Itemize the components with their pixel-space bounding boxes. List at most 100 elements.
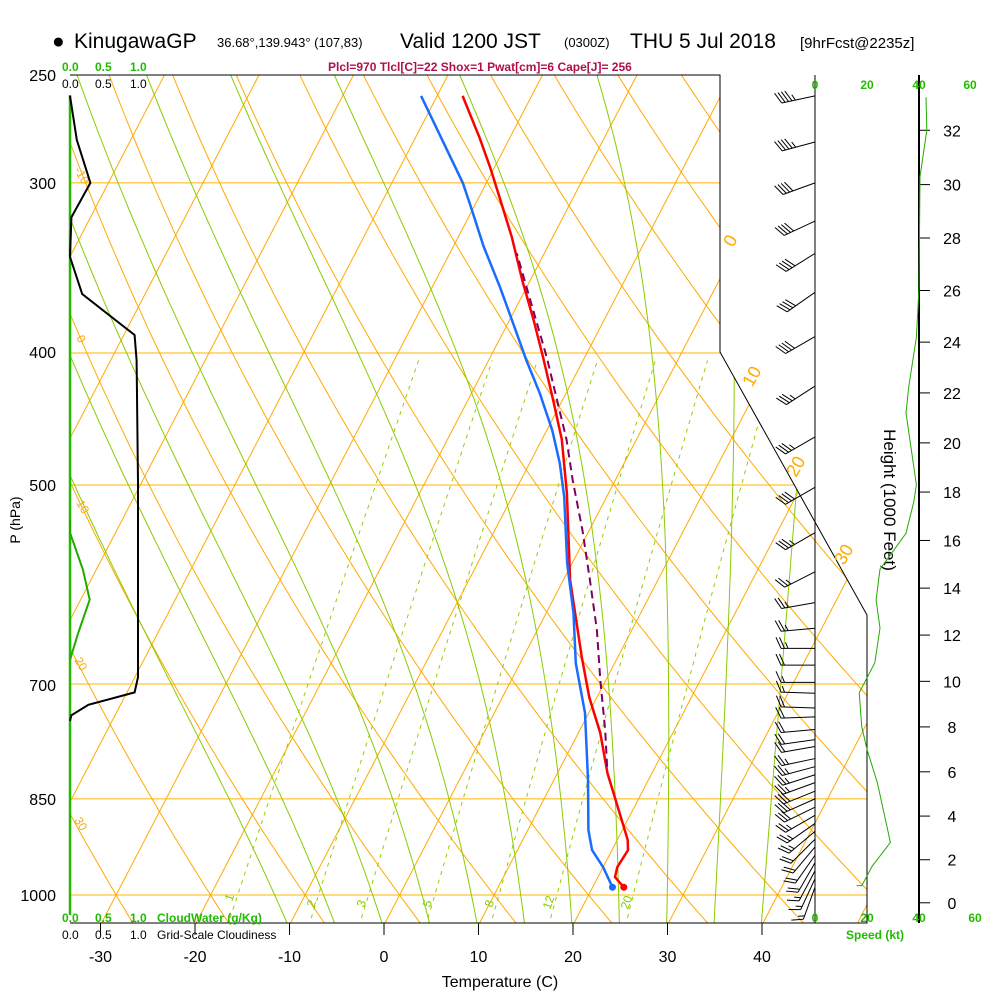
wind-barb-feather xyxy=(776,305,788,313)
pressure-tick-label: 850 xyxy=(29,792,56,809)
skewt-background-grid xyxy=(70,75,867,923)
dry-adiabat-line xyxy=(70,75,520,923)
wind-barb xyxy=(776,385,816,406)
wind-barb-feather xyxy=(774,733,782,745)
speed-tick-label: 20 xyxy=(860,911,874,925)
wind-barb xyxy=(786,870,816,902)
pressure-tick-label: 500 xyxy=(29,478,56,495)
wind-barb-feather xyxy=(775,707,782,719)
wind-barb-feather xyxy=(777,184,787,194)
wind-barb-feather xyxy=(781,443,792,451)
wind-barb xyxy=(774,597,816,610)
wind-barb-feather xyxy=(774,92,783,104)
parcel-profile-line xyxy=(515,253,609,767)
mixing-ratio-label: 20 xyxy=(618,893,636,911)
wind-barb xyxy=(775,637,815,649)
wind-barb xyxy=(774,782,816,795)
wind-barb-half-feather xyxy=(788,845,795,850)
wind-barb xyxy=(774,774,816,786)
wind-barb-staff xyxy=(786,385,816,406)
moist-adiabat-line xyxy=(459,75,620,923)
wind-barb-staff xyxy=(783,798,816,814)
wind-barb-half-feather xyxy=(789,394,796,400)
isotherm-line xyxy=(70,75,260,923)
wind-barb-feather xyxy=(781,869,794,874)
dry-adiabat-line xyxy=(167,75,712,923)
wind-barb-feather xyxy=(777,812,788,821)
moist-adiabat-line xyxy=(70,75,337,923)
mixing-ratio-line xyxy=(489,360,656,923)
moist-adiabat-line xyxy=(333,75,573,923)
wind-barb-feather xyxy=(777,140,786,151)
temperature-axis: Temperature (C) -30 -20 -10 0 10 20 30 40 xyxy=(89,923,771,991)
wind-barb-half-feather xyxy=(791,94,796,101)
wind-barb-feather xyxy=(779,653,785,666)
wind-barb xyxy=(774,764,816,776)
mixing-ratio-label: 8 xyxy=(482,898,498,909)
wind-barb-staff xyxy=(782,774,816,786)
speed-tick-label: 40 xyxy=(912,911,926,925)
wind-barb-staff xyxy=(782,182,816,195)
wind-barb xyxy=(774,571,816,588)
wind-barb-staff xyxy=(781,706,816,709)
wind-barb-feather xyxy=(774,227,785,236)
wind-barb-feather xyxy=(777,802,788,812)
speed-tick-label: 60 xyxy=(963,78,977,92)
cloudwater-line xyxy=(69,519,91,661)
pressure-tick-label: 1000 xyxy=(20,888,56,905)
isotherm-line xyxy=(70,75,165,923)
wind-barb-feather xyxy=(784,491,795,500)
temperature-tick-label: -20 xyxy=(183,949,206,966)
wind-barb-feather xyxy=(781,91,789,102)
moist-adiabat-line xyxy=(230,75,526,923)
wind-barb-feather xyxy=(778,540,789,549)
mixing-ratio-line xyxy=(308,360,493,923)
height-tick-label: 24 xyxy=(943,335,961,352)
dry-adiabat-line xyxy=(356,75,867,923)
wind-barb-feather xyxy=(780,845,792,852)
wind-barb-staff xyxy=(784,571,816,588)
wind-barb-staff xyxy=(782,766,816,776)
height-tick-label: 26 xyxy=(943,284,961,301)
wind-barb xyxy=(775,671,815,683)
wind-barb-feather xyxy=(781,810,792,820)
wind-barb-feather xyxy=(783,866,796,871)
height-tick-label: 32 xyxy=(943,123,961,140)
height-tick-label: 12 xyxy=(943,628,961,645)
isotherm-line xyxy=(99,75,543,923)
wind-barb-feather xyxy=(778,344,789,353)
wind-barb-feather xyxy=(779,637,785,649)
dry-adiabat-label: 20 xyxy=(71,655,90,674)
wind-barb-feather xyxy=(775,264,787,272)
wind-barb xyxy=(775,336,816,354)
wind-barb xyxy=(774,798,816,814)
wind-barb-half-feather xyxy=(786,824,792,830)
cloudwater-scale-label: 0.5 xyxy=(95,911,112,925)
wind-barb-half-feather xyxy=(781,676,785,683)
wind-barb-feather xyxy=(778,706,785,719)
wind-barb-staff xyxy=(786,291,816,313)
wind-barb-feather xyxy=(778,823,789,831)
dry-adiabat-line xyxy=(70,75,136,923)
wind-barb-feather xyxy=(774,721,782,733)
isotherm-line xyxy=(855,75,867,923)
wind-barb-feather xyxy=(780,801,791,811)
moist-adiabat-line xyxy=(70,75,290,923)
wind-barb-half-feather xyxy=(789,540,795,545)
wind-barb-staff xyxy=(790,838,816,864)
cloudiness-scale-label: 1.0 xyxy=(130,77,147,91)
height-axis-title: Height (1000 Feet) xyxy=(880,429,899,571)
wind-barb-feather xyxy=(780,183,790,193)
wind-barbs xyxy=(774,90,816,921)
wind-barb-feather xyxy=(777,597,786,609)
wind-barb-feather xyxy=(784,340,795,349)
wind-barb-staff xyxy=(781,729,816,734)
isotherm-label: 10 xyxy=(738,363,765,390)
mixing-ratio-label: 1 xyxy=(222,892,238,903)
wind-barb xyxy=(783,854,816,884)
speed-tick-label: 60 xyxy=(968,911,982,925)
height-tick-label: 30 xyxy=(943,178,961,195)
cloudiness-scale-label: 0.5 xyxy=(95,928,112,942)
wind-barb-feather xyxy=(784,181,794,192)
